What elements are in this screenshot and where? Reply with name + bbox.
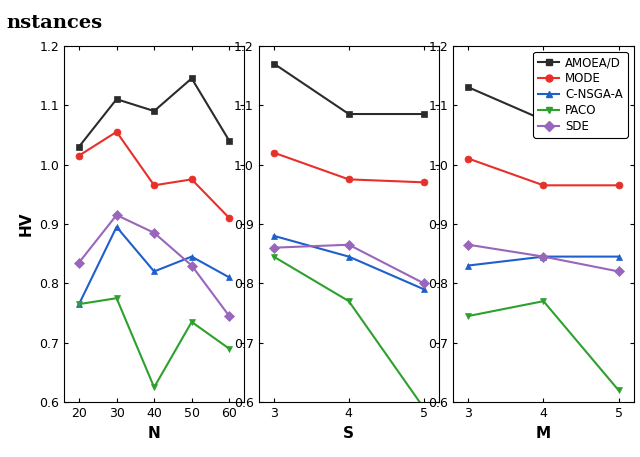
X-axis label: S: S (343, 425, 355, 441)
X-axis label: N: N (148, 425, 161, 441)
X-axis label: M: M (536, 425, 551, 441)
Text: nstances: nstances (6, 14, 102, 32)
Y-axis label: HV: HV (19, 212, 33, 236)
Legend: AMOEA/D, MODE, C-NSGA-A, PACO, SDE: AMOEA/D, MODE, C-NSGA-A, PACO, SDE (533, 52, 628, 138)
